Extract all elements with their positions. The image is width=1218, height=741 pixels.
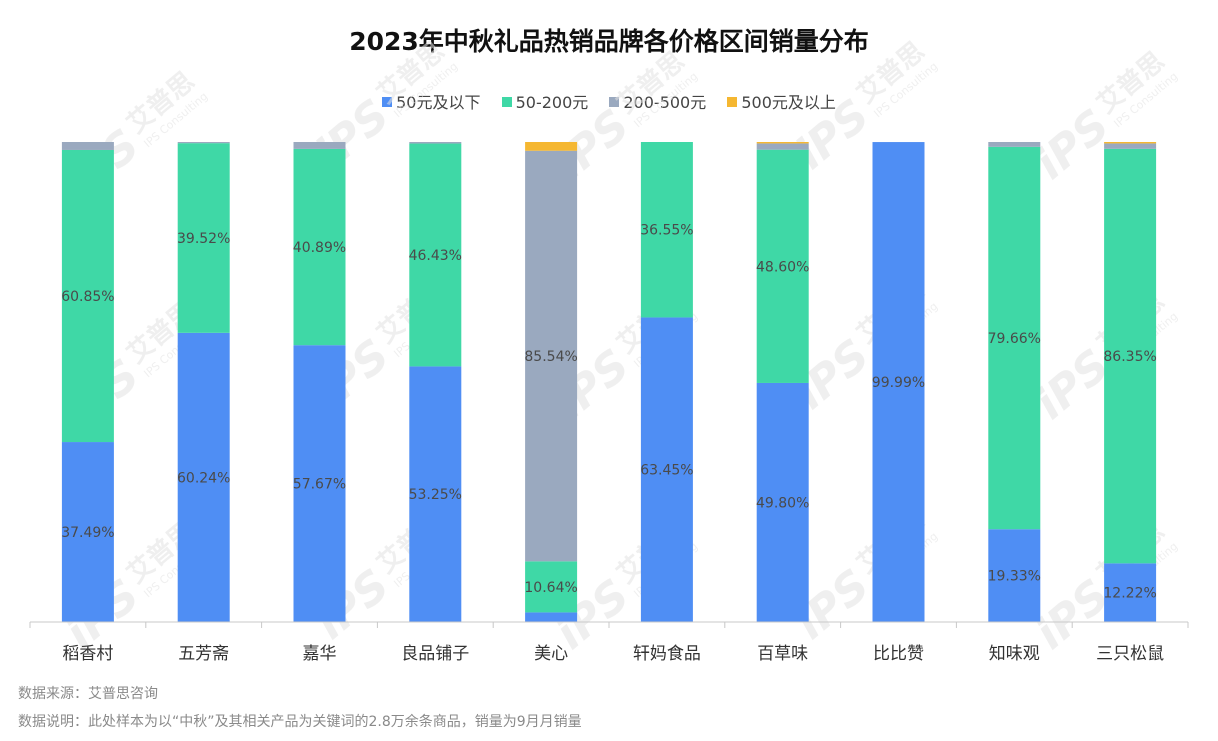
bar-segment-1-0 (61, 149, 114, 443)
data-label-0-7: 99.99% (872, 375, 925, 391)
legend-item-over-500[interactable]: 500元及以上 (727, 89, 836, 113)
bar-segment-3-9 (1104, 142, 1157, 144)
data-label-1-8: 79.66% (988, 331, 1041, 347)
x-tick-label-6: 百草味 (757, 644, 808, 664)
x-tick-label-2: 嘉华 (303, 644, 337, 664)
data-label-1-0: 60.85% (61, 289, 114, 305)
data-source: 数据来源：艾普思咨询 (18, 686, 158, 702)
x-tick-label-1: 五芳斋 (178, 644, 229, 664)
bar-segment-0-7 (872, 142, 925, 622)
bar-segment-2-2 (293, 142, 346, 149)
x-tick-label-5: 轩妈食品 (633, 644, 701, 664)
bar-segment-1-6 (756, 149, 809, 383)
legend-swatch-over-500 (727, 97, 738, 107)
data-label-1-1: 39.52% (177, 231, 230, 247)
legend-swatch-under-50 (382, 97, 393, 107)
bar-segment-1-9 (1104, 148, 1157, 564)
legend-item-50-200[interactable]: 50-200元 (501, 89, 589, 113)
x-tick-label-9: 三只松鼠 (1096, 644, 1164, 664)
data-label-0-1: 60.24% (177, 470, 230, 486)
data-label-0-3: 53.25% (409, 487, 462, 503)
legend-label-50-200: 50-200元 (515, 93, 589, 112)
bar-segment-2-6 (756, 143, 809, 150)
bar-segment-2-4 (525, 150, 578, 562)
legend-item-200-500[interactable]: 200-500元 (609, 89, 706, 113)
bar-segment-2-3 (409, 142, 462, 144)
data-label-0-8: 19.33% (988, 569, 1041, 585)
bar-segment-3-6 (756, 142, 809, 144)
x-axis: 稻香村 五芳斋 嘉华 良品铺子 美心 轩妈食品 百草味 比比赞 知味观 三只松鼠 (29, 621, 1189, 664)
chart-legend: 50元及以下 50-200元 200-500元 500元及以上 (0, 89, 1218, 113)
bar-segment-2-8 (988, 142, 1041, 147)
data-label-2-4: 85.54% (524, 349, 577, 365)
bar-segment-0-8 (988, 529, 1041, 622)
bar-segment-2-1 (177, 142, 230, 144)
bar-segment-0-0 (61, 442, 114, 622)
legend-item-under-50[interactable]: 50元及以下 (382, 89, 481, 113)
data-label-0-6: 49.80% (756, 495, 809, 511)
bar-segment-0-3 (409, 366, 462, 622)
bar-segment-1-3 (409, 143, 462, 367)
data-label-0-9: 12.22% (1103, 586, 1156, 602)
bar-segment-0-6 (756, 382, 809, 622)
data-label-1-9: 86.35% (1103, 349, 1156, 365)
x-tick-label-0: 稻香村 (62, 644, 113, 664)
legend-label-200-500: 200-500元 (623, 93, 707, 112)
data-label-1-3: 46.43% (409, 248, 462, 264)
bar-segment-2-9 (1104, 143, 1157, 149)
legend-label-under-50: 50元及以下 (396, 93, 481, 112)
bar-segment-0-5 (640, 317, 693, 622)
bar-segment-0-2 (293, 345, 346, 622)
bar-segment-0-1 (177, 332, 230, 622)
data-label-1-2: 40.89% (293, 240, 346, 256)
legend-swatch-50-200 (501, 97, 512, 107)
data-label-0-0: 37.49% (61, 525, 114, 541)
chart-title: 2023年中秋礼品热销品牌各价格区间销量分布 (349, 27, 869, 56)
bar-segment-1-4 (525, 561, 578, 613)
data-note: 数据说明：此处样本为以“中秋”及其相关产品为关键词的2.8万余条商品，销量为9月… (18, 714, 582, 730)
bar-segment-1-2 (293, 148, 346, 346)
legend-label-over-500: 500元及以上 (741, 93, 836, 112)
bars-layer (61, 142, 1157, 622)
data-label-1-6: 48.60% (756, 259, 809, 275)
bar-segment-2-0 (61, 142, 114, 150)
data-labels-layer: 37.49% 60.85% 60.24% 39.52% 57.67% 40.89% 53.2… (61, 223, 1157, 602)
bar-segment-1-5 (640, 142, 693, 318)
x-tick-label-3: 良品铺子 (401, 644, 469, 664)
bar-segment-0-4 (525, 612, 578, 622)
bar-segment-0-9 (1104, 563, 1157, 622)
x-tick-label-4: 美心 (534, 644, 568, 664)
x-tick-label-8: 知味观 (989, 644, 1040, 664)
data-label-1-4: 10.64% (524, 580, 577, 596)
data-label-0-5: 63.45% (640, 463, 693, 479)
data-label-1-5: 36.55% (640, 223, 693, 239)
bar-segment-1-8 (988, 146, 1041, 530)
legend-swatch-200-500 (609, 97, 620, 107)
bar-segment-1-1 (177, 143, 230, 333)
data-label-0-2: 57.67% (293, 477, 346, 493)
bar-segment-3-4 (525, 142, 578, 151)
x-tick-label-7: 比比赞 (873, 644, 924, 664)
